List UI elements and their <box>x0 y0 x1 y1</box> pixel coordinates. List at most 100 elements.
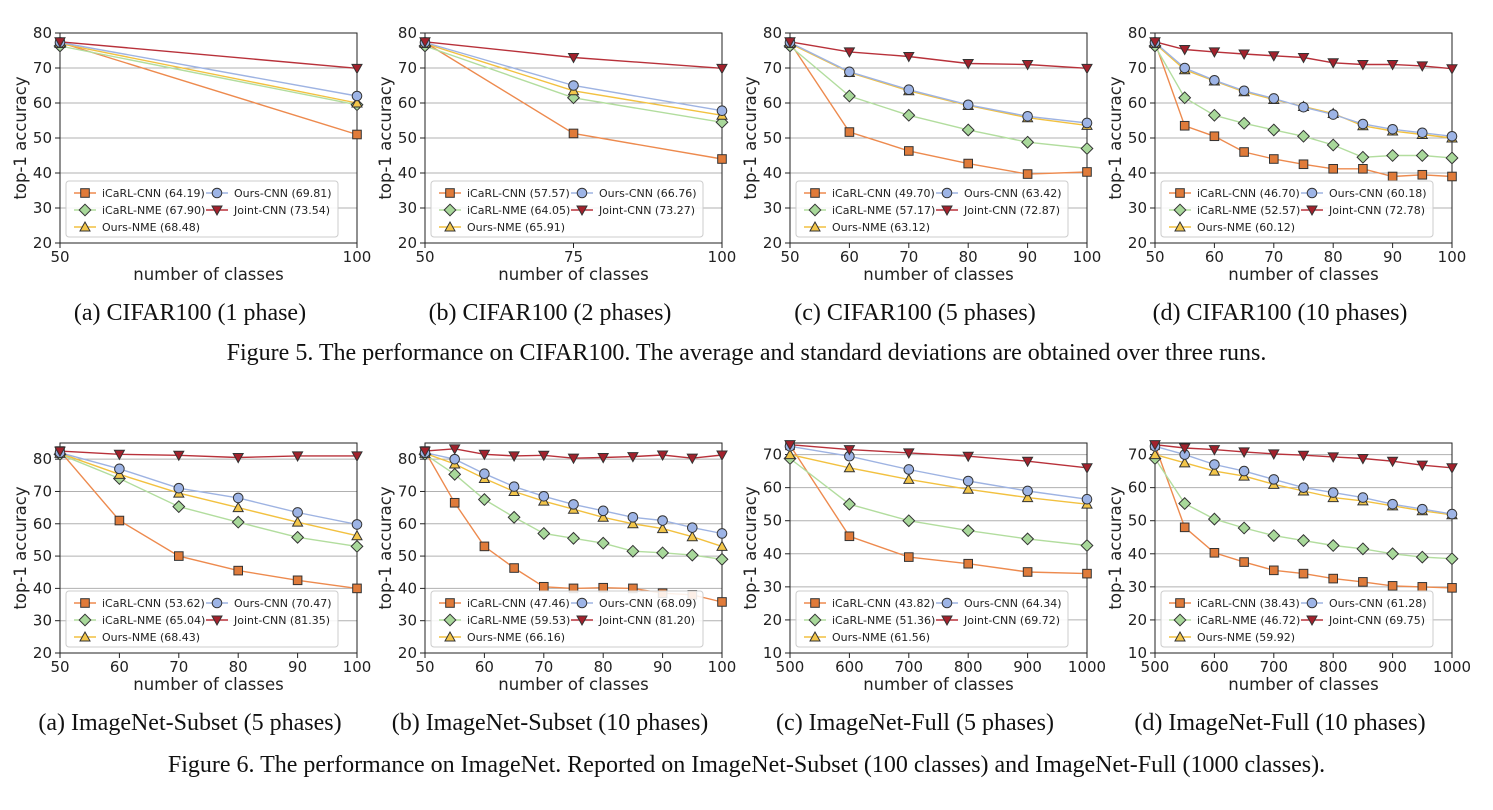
y-tick-label: 30 <box>1128 578 1147 596</box>
marker-circle <box>1022 111 1033 122</box>
legend-entry: iCaRL-CNN (38.43) <box>1197 597 1300 610</box>
series-line-joint-cnn <box>789 41 1088 69</box>
subcaption-cifar100-5-phases: (c) CIFAR100 (5 phases) <box>794 300 1036 326</box>
marker-triangle-down <box>686 453 699 465</box>
marker-triangle-down <box>291 451 304 462</box>
marker-triangle-down <box>941 205 953 217</box>
y-tick-label: 30 <box>763 199 782 217</box>
marker-circle <box>173 482 185 494</box>
marker-triangle-up <box>232 501 245 513</box>
y-axis-label: top-1 accuracy <box>376 76 395 199</box>
marker-triangle-down <box>962 58 975 70</box>
x-axis-label: number of classes <box>1228 265 1379 284</box>
marker-square <box>1417 169 1428 180</box>
x-tick-label: 500 <box>776 658 805 676</box>
marker-diamond <box>448 467 462 481</box>
marker-circle <box>1417 503 1428 515</box>
legend-entry: iCaRL-NME (52.57) <box>1197 204 1300 217</box>
marker-triangle-down <box>1306 205 1318 217</box>
x-tick-label: 75 <box>564 248 583 266</box>
marker-triangle-down <box>597 453 610 464</box>
y-tick-label: 70 <box>1128 59 1147 77</box>
marker-triangle-down <box>351 451 363 462</box>
chart-cifar100-1-phase: 20 30 40 50 60 70 80 50 100 number of classes top-… <box>0 0 371 300</box>
y-tick-label: 20 <box>398 234 417 252</box>
marker-square <box>445 598 455 608</box>
marker-diamond <box>507 510 521 524</box>
y-tick-label: 20 <box>1128 611 1147 629</box>
x-tick-label: 800 <box>954 658 983 676</box>
legend-entry: iCaRL-NME (57.17) <box>832 204 935 217</box>
marker-triangle-down <box>656 450 669 461</box>
series-line-ours-cnn <box>424 452 723 535</box>
marker-triangle-down <box>1149 440 1161 451</box>
marker-square <box>717 597 727 607</box>
marker-circle <box>576 597 588 609</box>
marker-square <box>810 188 820 198</box>
marker-triangle-down <box>902 448 915 459</box>
y-tick-label: 30 <box>33 199 52 217</box>
marker-square <box>1328 573 1338 584</box>
chart-svg: 20 30 40 50 60 70 80 50 60 70 80 90 100 number of cla… <box>741 24 1101 284</box>
marker-square <box>1269 154 1279 164</box>
marker-triangle-down <box>54 37 66 48</box>
y-tick-label: 20 <box>763 611 782 629</box>
marker-square <box>539 581 549 592</box>
marker-square <box>1022 567 1033 577</box>
marker-diamond <box>1296 534 1311 548</box>
subcaption-imagenet-full-10-phases: (d) ImageNet-Full (10 phases) <box>1134 710 1426 736</box>
legend-entry: Ours-CNN (70.47) <box>234 597 332 610</box>
marker-circle <box>1238 85 1250 97</box>
y-tick-label: 60 <box>33 515 52 533</box>
x-tick-label: 900 <box>1378 658 1407 676</box>
legend-entry: Ours-CNN (64.34) <box>964 597 1062 610</box>
marker-square <box>963 558 973 569</box>
subcaption-imagenet-full-5-phases: (c) ImageNet-Full (5 phases) <box>776 710 1054 736</box>
legend-entry: Joint-CNN (69.75) <box>1328 614 1425 627</box>
marker-circle <box>232 492 244 504</box>
marker-triangle-down <box>1238 49 1250 61</box>
subcaption-imagenet-subset-5-phases: (a) ImageNet-Subset (5 phases) <box>38 710 342 736</box>
marker-diamond <box>1445 151 1459 165</box>
y-tick-label: 80 <box>1128 24 1147 42</box>
marker-triangle-up <box>809 630 821 642</box>
marker-diamond <box>1021 532 1035 546</box>
series-line-icarl-cnn <box>59 450 358 590</box>
series-line-icarl-cnn <box>789 444 1088 575</box>
marker-square <box>963 158 973 169</box>
y-tick-label: 10 <box>763 644 782 662</box>
marker-diamond <box>1178 497 1192 511</box>
series-line-ours-cnn <box>59 452 358 526</box>
y-tick-label: 50 <box>33 547 52 565</box>
x-tick-label: 90 <box>1383 248 1402 266</box>
marker-triangle-down <box>1416 61 1429 72</box>
marker-triangle-down <box>1021 60 1034 71</box>
marker-square <box>1298 159 1309 170</box>
legend-entry: Joint-CNN (81.35) <box>233 614 330 627</box>
marker-triangle-down <box>232 453 245 464</box>
x-tick-label: 50 <box>50 658 69 676</box>
y-axis-label: top-1 accuracy <box>1106 486 1125 609</box>
marker-diamond <box>1173 613 1187 627</box>
marker-triangle-down <box>1267 51 1280 62</box>
series-line-icarl-cnn <box>59 41 358 136</box>
figure-6-caption: Figure 6. The performance on ImageNet. R… <box>167 752 1326 778</box>
marker-triangle-up <box>351 529 363 541</box>
marker-diamond <box>537 526 551 540</box>
marker-square <box>445 188 455 198</box>
marker-diamond <box>626 544 640 558</box>
marker-triangle-down <box>784 440 796 451</box>
x-tick-label: 500 <box>1141 658 1170 676</box>
legend-box <box>1160 180 1434 238</box>
marker-circle <box>479 468 490 479</box>
legend-box <box>1160 590 1434 648</box>
marker-triangle-up <box>1174 220 1186 232</box>
y-tick-label: 60 <box>398 94 417 112</box>
legend-entry: Joint-CNN (73.27) <box>598 204 695 217</box>
legend-entry: iCaRL-NME (65.04) <box>102 614 205 627</box>
x-tick-label: 50 <box>1145 248 1164 266</box>
marker-square <box>1358 164 1368 174</box>
marker-triangle-up <box>79 220 91 232</box>
marker-circle <box>627 512 639 523</box>
marker-circle <box>292 507 303 518</box>
